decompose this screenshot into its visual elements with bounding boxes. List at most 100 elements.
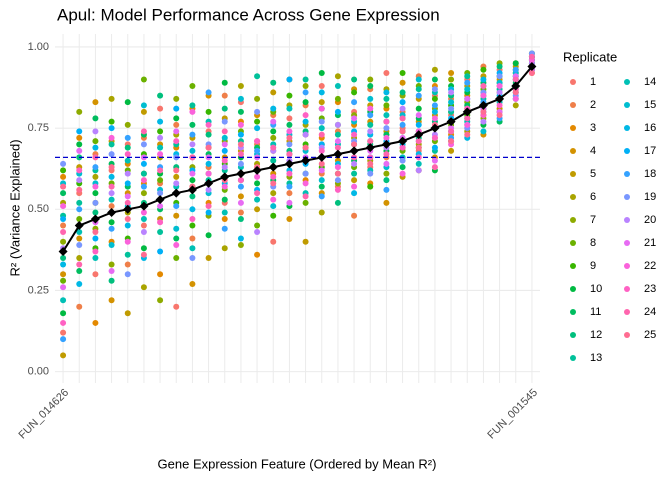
mean-point: [381, 139, 391, 149]
mean-point: [398, 136, 408, 146]
point: [205, 89, 212, 96]
mean-point: [268, 162, 278, 172]
point: [173, 95, 180, 102]
point: [496, 102, 503, 109]
point: [286, 141, 293, 148]
point: [60, 167, 67, 174]
point: [76, 134, 83, 141]
point: [92, 229, 99, 236]
point: [351, 170, 358, 177]
point: [399, 105, 406, 112]
point: [334, 73, 341, 80]
point: [415, 112, 422, 119]
point: [124, 151, 131, 158]
point: [60, 229, 67, 236]
point: [92, 248, 99, 255]
point: [270, 173, 277, 180]
point: [140, 284, 147, 291]
point: [92, 183, 99, 190]
point: [173, 235, 180, 242]
mean-point: [123, 204, 133, 214]
point: [431, 102, 438, 109]
point: [367, 76, 374, 83]
mean-point: [446, 117, 456, 127]
point: [60, 255, 67, 262]
point: [92, 209, 99, 216]
point: [221, 79, 228, 86]
point: [237, 151, 244, 158]
point: [399, 164, 406, 171]
point: [173, 173, 180, 180]
point: [237, 209, 244, 216]
point: [383, 134, 390, 141]
point: [157, 151, 164, 158]
point: [464, 95, 471, 102]
point: [76, 261, 83, 268]
point: [173, 255, 180, 262]
point: [205, 160, 212, 167]
point: [286, 199, 293, 206]
point: [318, 69, 325, 76]
point: [415, 167, 422, 174]
point: [286, 216, 293, 223]
point: [173, 212, 180, 219]
point: [92, 138, 99, 145]
legend-label: 24: [644, 306, 656, 318]
point: [76, 229, 83, 236]
point: [318, 125, 325, 132]
legend-swatch: [624, 240, 630, 246]
point: [480, 82, 487, 89]
point: [157, 248, 164, 255]
point: [173, 115, 180, 122]
point: [415, 76, 422, 83]
point: [351, 190, 358, 197]
mean-point: [139, 201, 149, 211]
point: [76, 255, 83, 262]
point: [270, 128, 277, 135]
legend-swatch: [624, 332, 630, 338]
point: [399, 128, 406, 135]
legend-label: 15: [644, 99, 656, 111]
legend-swatch: [570, 171, 576, 177]
point: [205, 209, 212, 216]
point: [254, 147, 261, 154]
point: [140, 128, 147, 135]
point: [254, 95, 261, 102]
point: [286, 170, 293, 177]
point: [496, 73, 503, 80]
point: [237, 95, 244, 102]
legend-swatch: [570, 286, 576, 292]
point: [189, 206, 196, 213]
point: [189, 245, 196, 252]
point: [286, 134, 293, 141]
point: [60, 284, 67, 291]
point: [528, 69, 535, 76]
point: [334, 170, 341, 177]
point: [496, 112, 503, 119]
point: [124, 170, 131, 177]
point: [60, 352, 67, 359]
mean-point: [155, 195, 165, 205]
point: [189, 177, 196, 184]
point: [60, 222, 67, 229]
point: [254, 73, 261, 80]
point: [351, 76, 358, 83]
point: [124, 310, 131, 317]
point: [157, 118, 164, 125]
point: [108, 151, 115, 158]
legend-label: 20: [644, 214, 656, 226]
point: [383, 177, 390, 184]
point: [124, 193, 131, 200]
point: [383, 151, 390, 158]
mean-point: [74, 221, 84, 231]
point: [140, 216, 147, 223]
mean-point: [511, 81, 521, 91]
point: [173, 138, 180, 145]
point: [124, 261, 131, 268]
point: [189, 235, 196, 242]
point: [173, 167, 180, 174]
point: [431, 144, 438, 151]
point: [140, 209, 147, 216]
legend-swatch: [570, 240, 576, 246]
y-axis-title: R² (Variance Explained): [7, 139, 22, 276]
